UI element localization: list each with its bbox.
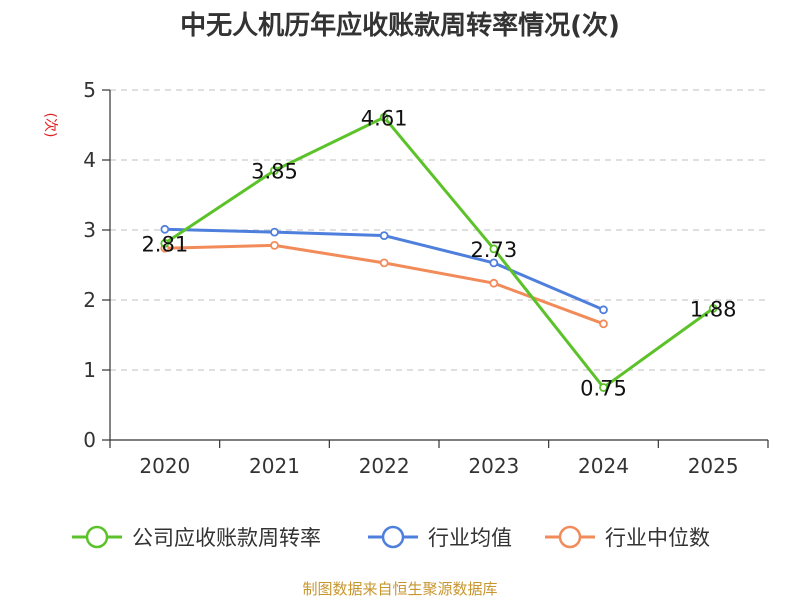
x-tick-label: 2024 xyxy=(578,454,629,478)
series-line xyxy=(163,115,715,389)
legend-marker xyxy=(85,525,109,549)
legend: 公司应收账款周转率 行业均值 行业中位数 xyxy=(72,525,710,550)
data-point[interactable] xyxy=(379,231,389,241)
data-point[interactable] xyxy=(489,258,499,268)
data-point[interactable] xyxy=(270,240,279,250)
legend-marker xyxy=(558,525,582,549)
chart-title: 中无人机历年应收账款周转率情况(次) xyxy=(180,10,620,41)
y-tick-label: 0 xyxy=(83,428,96,452)
legend-item[interactable]: 行业中位数 xyxy=(545,525,710,550)
source-note: 制图数据来自恒生聚源数据库 xyxy=(302,580,497,598)
series-line xyxy=(163,243,605,326)
series-group xyxy=(160,112,718,392)
y-tick-label: 2 xyxy=(83,288,96,312)
legend-item[interactable]: 行业均值 xyxy=(368,525,512,550)
y-tick-label: 4 xyxy=(83,148,96,172)
data-point[interactable] xyxy=(599,319,608,329)
data-point[interactable] xyxy=(270,166,279,175)
x-tick-label: 2022 xyxy=(359,454,410,478)
data-point[interactable] xyxy=(270,227,279,237)
data-labels: 2.81 3.85 4.61 2.73 0.75 1.88 xyxy=(141,106,736,400)
series-line xyxy=(163,227,605,312)
data-label: 0.75 xyxy=(580,377,627,401)
data-point[interactable] xyxy=(489,278,499,288)
data-label: 2.81 xyxy=(141,232,188,256)
y-axis-label: (次) xyxy=(42,113,58,138)
legend-item[interactable]: 公司应收账款周转率 xyxy=(72,525,321,550)
legend-marker xyxy=(381,525,405,549)
y-tick-label: 5 xyxy=(83,78,96,102)
x-tick-label: 2020 xyxy=(139,454,190,478)
legend-label: 公司应收账款周转率 xyxy=(132,526,321,550)
y-tick-label: 1 xyxy=(83,358,96,382)
data-label: 4.61 xyxy=(361,106,408,130)
data-label: 2.73 xyxy=(470,238,517,262)
data-point[interactable] xyxy=(599,305,608,315)
x-tick-label: 2023 xyxy=(468,454,519,478)
data-point[interactable] xyxy=(379,112,389,122)
data-point[interactable] xyxy=(489,244,499,254)
data-point[interactable] xyxy=(708,303,718,313)
data-label: 1.88 xyxy=(690,297,737,321)
x-tick-label: 2025 xyxy=(688,454,739,478)
data-label: 3.85 xyxy=(251,160,298,184)
legend-label: 行业均值 xyxy=(428,526,512,550)
data-point[interactable] xyxy=(160,224,170,234)
data-point[interactable] xyxy=(599,383,608,392)
x-tick-label: 2021 xyxy=(249,454,300,478)
legend-label: 行业中位数 xyxy=(605,526,710,550)
data-point[interactable] xyxy=(160,238,170,248)
y-tick-label: 3 xyxy=(83,218,96,242)
axes: 0 1 2 3 4 5 2020 2021 2022 2023 2024 2025 xyxy=(83,78,769,478)
data-point[interactable] xyxy=(379,258,389,268)
